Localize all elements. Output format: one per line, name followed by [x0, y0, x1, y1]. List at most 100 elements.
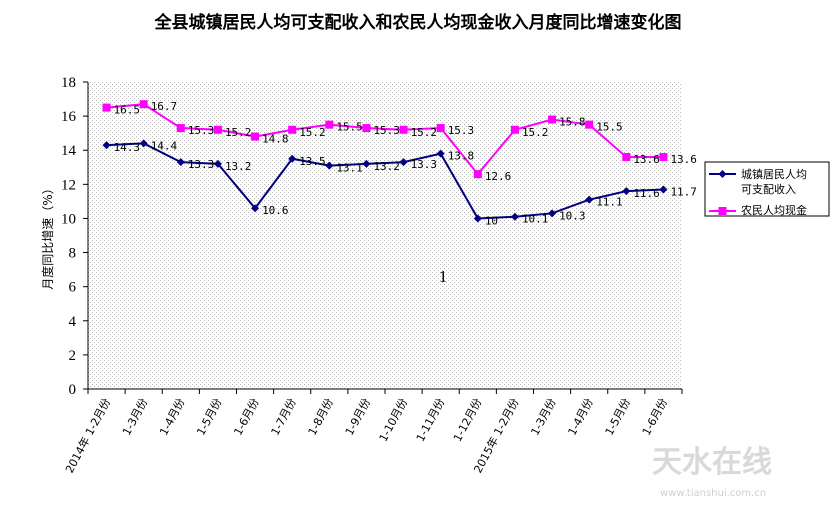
- legend-marker-urban: [718, 170, 727, 178]
- legend-label-urban-2: 可支配收入: [741, 182, 796, 196]
- x-tick-label: 1-8月份: [306, 396, 336, 437]
- y-tick-label: 16: [61, 109, 77, 125]
- watermark-url: www.tianshui.com.cn: [660, 488, 766, 499]
- data-point-series-1: [473, 214, 482, 223]
- data-point-series-1: [325, 161, 334, 170]
- data-label-series-2: 14.8: [262, 133, 289, 146]
- x-tick-label: 1-9月份: [343, 396, 373, 437]
- data-label-series-2: 12.6: [485, 170, 512, 183]
- x-tick-label: 1-3月份: [528, 396, 558, 437]
- series-line-2: [106, 103, 664, 176]
- data-point-series-2: [362, 124, 371, 133]
- data-point-series-2: [102, 103, 111, 112]
- data-label-series-2: 15.3: [188, 124, 215, 137]
- y-axis-label: 月度同比增速（%）: [40, 182, 55, 289]
- x-tick-label: 1-10月份: [377, 396, 411, 444]
- data-point-series-1: [436, 149, 445, 158]
- legend-label-rural: 农民人均现金: [741, 203, 807, 217]
- data-point-series-2: [436, 124, 445, 133]
- data-label-series-1: 13.2: [225, 160, 252, 173]
- data-label-series-1: 10.6: [262, 204, 289, 217]
- y-tick-label: 14: [61, 143, 77, 159]
- data-point-series-1: [510, 212, 519, 221]
- y-tick-label: 2: [69, 348, 77, 364]
- data-point-series-2: [325, 120, 334, 129]
- x-tick-label: 1-5月份: [603, 396, 633, 437]
- data-label-series-2: 15.2: [411, 126, 438, 139]
- y-axis: 0 2 4 6 8 10 12 14 16 18: [61, 75, 89, 398]
- data-label-series-1: 13.5: [299, 155, 326, 168]
- data-label-series-2: 13.6: [670, 153, 697, 166]
- data-label-series-1: 14.3: [114, 141, 141, 154]
- data-labels: 14.3 14.4 13.3 13.2 10.6 13.5 13.1 13.2 13.3 13.8…: [114, 100, 697, 227]
- legend-label-urban-1: 城镇居民人均: [741, 167, 807, 181]
- watermark-brand: 天水在线: [652, 445, 772, 480]
- series-lines: [102, 100, 668, 223]
- data-label-series-2: 16.7: [151, 100, 178, 113]
- data-point-series-1: [362, 159, 371, 168]
- y-tick-label: 10: [61, 211, 76, 227]
- annotation-text: 1: [439, 267, 448, 286]
- x-tick-label: 1-4月份: [566, 396, 596, 437]
- data-label-series-1: 14.4: [151, 139, 178, 152]
- data-point-series-1: [622, 187, 631, 196]
- data-label-series-1: 13.3: [188, 158, 215, 171]
- y-tick-label: 12: [61, 177, 76, 193]
- data-label-series-2: 15.2: [522, 126, 549, 139]
- data-point-series-2: [622, 153, 631, 162]
- data-point-series-2: [251, 132, 260, 141]
- data-point-series-1: [251, 204, 260, 213]
- data-point-series-1: [176, 158, 185, 167]
- data-label-series-2: 15.3: [373, 124, 400, 137]
- data-point-series-2: [473, 170, 482, 179]
- plot-area: [88, 82, 682, 389]
- data-point-series-2: [399, 125, 408, 134]
- data-label-series-2: 15.8: [559, 116, 586, 129]
- data-label-series-1: 10.3: [559, 209, 586, 222]
- legend: 城镇居民人均 可支配收入 农民人均现金: [704, 161, 830, 217]
- data-label-series-1: 13.2: [373, 160, 400, 173]
- y-tick-label: 8: [69, 246, 77, 262]
- data-label-series-1: 11.6: [633, 187, 660, 200]
- data-label-series-1: 13.8: [448, 150, 475, 163]
- y-tick-label: 18: [61, 75, 76, 91]
- legend-marker-rural: [718, 207, 727, 215]
- data-point-series-2: [585, 120, 594, 129]
- x-tick-label: 1-12月份: [451, 396, 485, 444]
- chart-title: 全县城镇居民人均可支配收入和农民人均现金收入月度同比增速变化图: [154, 13, 682, 33]
- x-tick-label: 1-4月份: [157, 396, 187, 437]
- data-point-series-2: [139, 100, 148, 109]
- data-point-series-2: [288, 125, 297, 134]
- x-tick-label: 2014年 1-2月份: [62, 396, 113, 475]
- data-point-series-2: [548, 115, 557, 124]
- data-point-series-1: [102, 141, 111, 150]
- data-point-series-2: [659, 153, 668, 162]
- data-label-series-1: 10: [485, 214, 498, 227]
- data-point-series-2: [510, 125, 519, 134]
- data-point-series-1: [213, 159, 222, 168]
- data-label-series-1: 10.1: [522, 213, 549, 226]
- data-label-series-1: 11.1: [596, 196, 623, 209]
- data-label-series-1: 11.7: [670, 185, 697, 198]
- data-label-series-2: 13.6: [633, 153, 660, 166]
- data-label-series-2: 15.2: [225, 126, 252, 139]
- x-tick-label: 1-5月份: [194, 396, 224, 437]
- y-tick-label: 0: [69, 382, 77, 398]
- data-point-series-1: [659, 185, 668, 194]
- x-axis: 2014年 1-2月份 1-3月份 1-4月份 1-5月份 1-6月份 1-7月份 1-8月…: [62, 388, 683, 475]
- data-point-series-1: [548, 209, 557, 218]
- x-tick-label: 1-7月份: [269, 396, 299, 437]
- data-label-series-2: 16.5: [114, 104, 141, 117]
- data-label-series-1: 13.1: [336, 162, 363, 175]
- data-label-series-1: 13.3: [411, 158, 438, 171]
- y-tick-label: 4: [69, 314, 77, 330]
- series-line-1: [106, 142, 664, 220]
- data-point-series-2: [176, 124, 185, 133]
- data-label-series-2: 15.3: [448, 124, 475, 137]
- data-label-series-2: 15.5: [336, 121, 363, 134]
- x-tick-label: 1-6月份: [640, 396, 670, 437]
- data-point-series-2: [213, 125, 222, 134]
- data-label-series-2: 15.2: [299, 126, 326, 139]
- data-point-series-1: [139, 139, 148, 148]
